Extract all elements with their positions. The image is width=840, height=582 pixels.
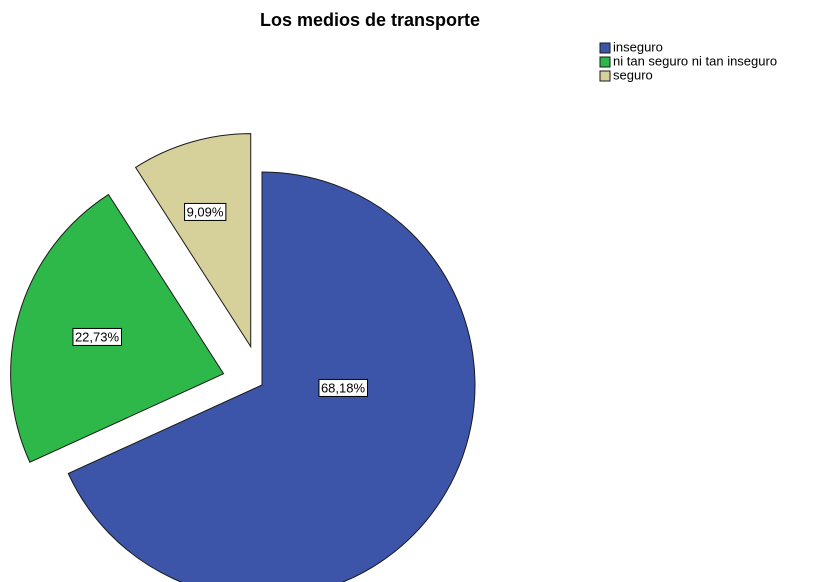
data-label-box	[72, 327, 122, 346]
legend-label: ni tan seguro ni tan inseguro	[613, 53, 777, 68]
legend-swatch	[599, 42, 611, 54]
data-label: 68,18%	[321, 380, 366, 395]
data-label: 22,73%	[75, 329, 120, 344]
data-label: 9,09%	[187, 204, 224, 219]
pie-slice	[134, 133, 252, 349]
data-label-box	[318, 378, 368, 397]
legend-label: seguro	[613, 67, 653, 82]
pie-slice	[67, 171, 476, 582]
legend-swatch	[599, 70, 611, 82]
chart-title: Los medios de transporte	[260, 10, 480, 30]
data-label-box	[184, 202, 227, 221]
legend-swatch	[599, 56, 611, 68]
legend-label: inseguro	[613, 39, 663, 54]
